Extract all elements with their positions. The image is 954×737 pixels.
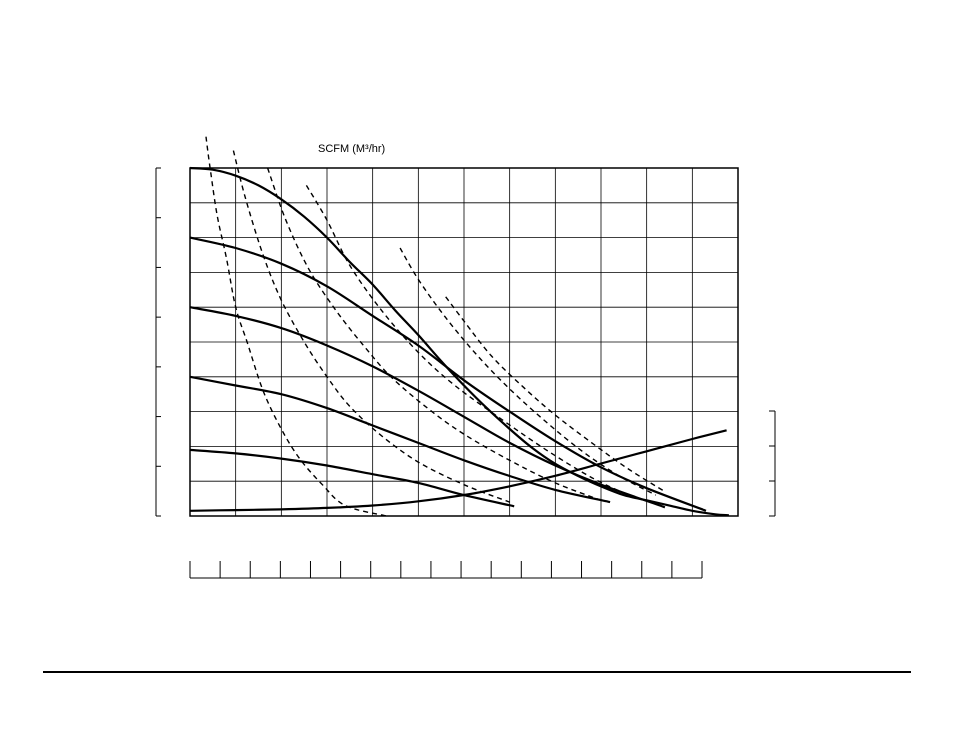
pressure-curve	[189, 306, 666, 509]
pressure-curve	[189, 375, 611, 504]
curves	[189, 136, 729, 517]
rising-curve	[189, 429, 727, 512]
pressure-curve	[189, 448, 515, 508]
dashed-efficiency-curve	[305, 185, 629, 496]
dashed-efficiency-curve	[205, 136, 387, 517]
pressure-curve	[189, 236, 707, 512]
bottom-scale	[189, 561, 703, 579]
dashed-efficiency-curve	[232, 150, 510, 503]
plot-frame	[189, 167, 739, 517]
chart-title: SCFM (M³/hr)	[318, 143, 386, 155]
dashed-efficiency-curve	[399, 247, 657, 496]
plot-grid	[190, 168, 738, 516]
footer-rule	[43, 671, 911, 673]
left-axis	[155, 167, 161, 517]
right-axis	[769, 410, 776, 517]
dashed-efficiency-curve	[266, 167, 602, 501]
